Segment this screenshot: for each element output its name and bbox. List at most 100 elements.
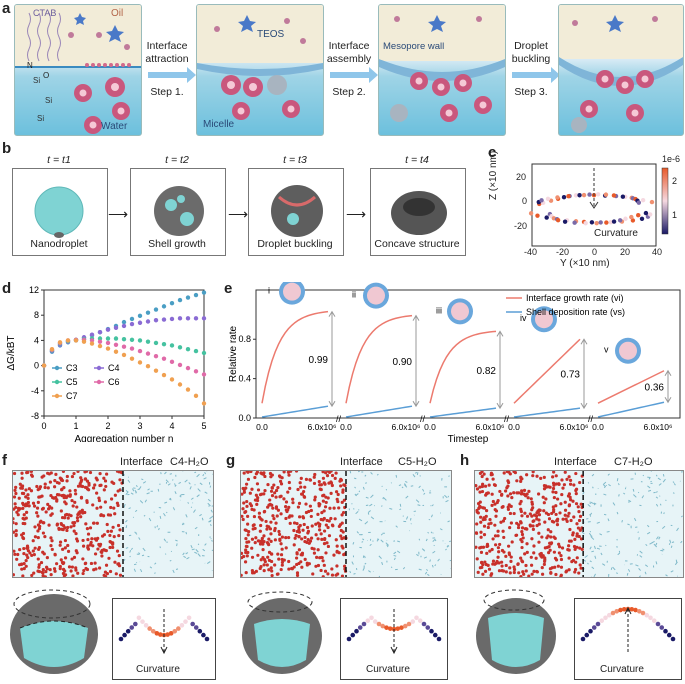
curv-point xyxy=(671,637,676,642)
md-water-atom xyxy=(476,557,479,560)
b-caption-3: Droplet buckling xyxy=(248,238,342,250)
b-caption-2: Shell growth xyxy=(130,238,224,250)
md-water-atom xyxy=(66,475,69,478)
h-particle xyxy=(468,584,568,680)
g-interface-label: Interface xyxy=(340,456,383,468)
md-water-atom xyxy=(314,495,317,498)
md-water-atom xyxy=(116,550,119,553)
curv-point xyxy=(183,619,188,624)
b-arrow-3: ⟶ xyxy=(346,206,366,223)
md-water-atom xyxy=(549,549,552,552)
md-water-atom xyxy=(49,481,52,484)
md-water-atom xyxy=(245,483,248,486)
md-water-atom xyxy=(493,483,496,486)
md-water-atom xyxy=(483,533,486,536)
md-water-atom xyxy=(287,536,290,539)
d-point-C5 xyxy=(178,345,182,349)
d-legend-C6: C6 xyxy=(108,377,120,387)
md-water-atom xyxy=(71,521,74,524)
e-deposit-line-v xyxy=(598,402,664,417)
md-water-atom xyxy=(24,488,27,491)
md-water-atom xyxy=(104,500,107,503)
md-water-atom xyxy=(554,573,557,576)
md-water-atom xyxy=(509,571,512,574)
md-water-atom xyxy=(276,553,279,556)
md-water-atom xyxy=(568,568,571,571)
md-water-atom xyxy=(261,548,264,551)
md-water-atom xyxy=(259,493,262,496)
md-water-atom xyxy=(323,509,326,512)
md-water-atom xyxy=(477,571,480,574)
md-water-atom xyxy=(252,527,255,530)
md-water-atom xyxy=(284,505,287,508)
d-point-C3 xyxy=(146,310,150,314)
d-point-C4 xyxy=(202,316,206,320)
md-water-atom xyxy=(89,471,92,474)
c-point xyxy=(563,219,567,223)
curv-point xyxy=(126,629,131,634)
md-water-atom xyxy=(531,503,534,506)
md-water-atom xyxy=(247,533,250,536)
md-water-atom xyxy=(244,560,247,563)
md-water-atom xyxy=(545,536,548,539)
md-water-atom xyxy=(105,564,108,567)
md-oil-bond xyxy=(622,520,623,522)
md-oil-bond xyxy=(126,525,127,528)
md-water-atom xyxy=(540,556,543,559)
md-water-atom xyxy=(246,554,249,557)
c-xtick-5: 40 xyxy=(652,247,662,257)
md-water-atom xyxy=(532,544,535,547)
md-water-atom xyxy=(342,511,345,514)
md-water-atom xyxy=(508,503,511,506)
md-water-atom xyxy=(313,476,316,479)
md-water-atom xyxy=(244,528,247,531)
c-point xyxy=(636,213,640,217)
d-point-C3 xyxy=(154,307,158,311)
md-water-atom xyxy=(30,473,33,476)
md-water-atom xyxy=(14,492,17,495)
md-water-atom xyxy=(335,564,338,567)
d-point-C6 xyxy=(114,343,118,347)
md-water-atom xyxy=(20,472,23,475)
md-oil-bond xyxy=(410,518,411,520)
curv-point xyxy=(190,622,195,627)
md-water-atom xyxy=(280,553,283,556)
h-md-render xyxy=(475,471,683,577)
md-water-atom xyxy=(483,525,486,528)
c-ylabel: Z (×10 nm) xyxy=(488,151,499,200)
md-oil-bond xyxy=(141,479,143,480)
md-water-atom xyxy=(64,556,67,559)
md-water-atom xyxy=(520,514,523,517)
md-water-atom xyxy=(276,514,279,517)
md-water-atom xyxy=(537,532,540,535)
md-water-atom xyxy=(513,571,516,574)
md-water-atom xyxy=(90,541,93,544)
md-water-atom xyxy=(299,524,302,527)
md-water-atom xyxy=(258,512,261,515)
curv-point xyxy=(437,637,442,642)
e-xtick-1: 6.0x10⁶ xyxy=(643,422,672,432)
md-water-atom xyxy=(532,519,535,522)
md-oil-bond xyxy=(383,497,384,499)
c-xtick-3: 0 xyxy=(592,247,597,257)
md-water-atom xyxy=(80,485,83,488)
d-xtick-label: 3 xyxy=(137,421,142,431)
md-water-atom xyxy=(39,485,42,488)
md-water-atom xyxy=(296,488,299,491)
md-oil-bond xyxy=(450,560,451,561)
md-water-atom xyxy=(530,556,533,559)
curv-point xyxy=(198,629,203,634)
md-water-atom xyxy=(485,563,488,566)
d-ytick-label: -8 xyxy=(31,411,39,421)
md-oil-bond xyxy=(656,475,657,476)
md-water-atom xyxy=(52,497,55,500)
md-water-atom xyxy=(96,547,99,550)
md-water-atom xyxy=(267,525,270,528)
md-water-atom xyxy=(295,556,298,559)
e-ratio-iv: 0.73 xyxy=(561,370,581,381)
d-point-C6 xyxy=(106,341,110,345)
h-interface-label: Interface xyxy=(554,456,597,468)
md-water-atom xyxy=(253,476,256,479)
md-water-atom xyxy=(246,515,249,518)
